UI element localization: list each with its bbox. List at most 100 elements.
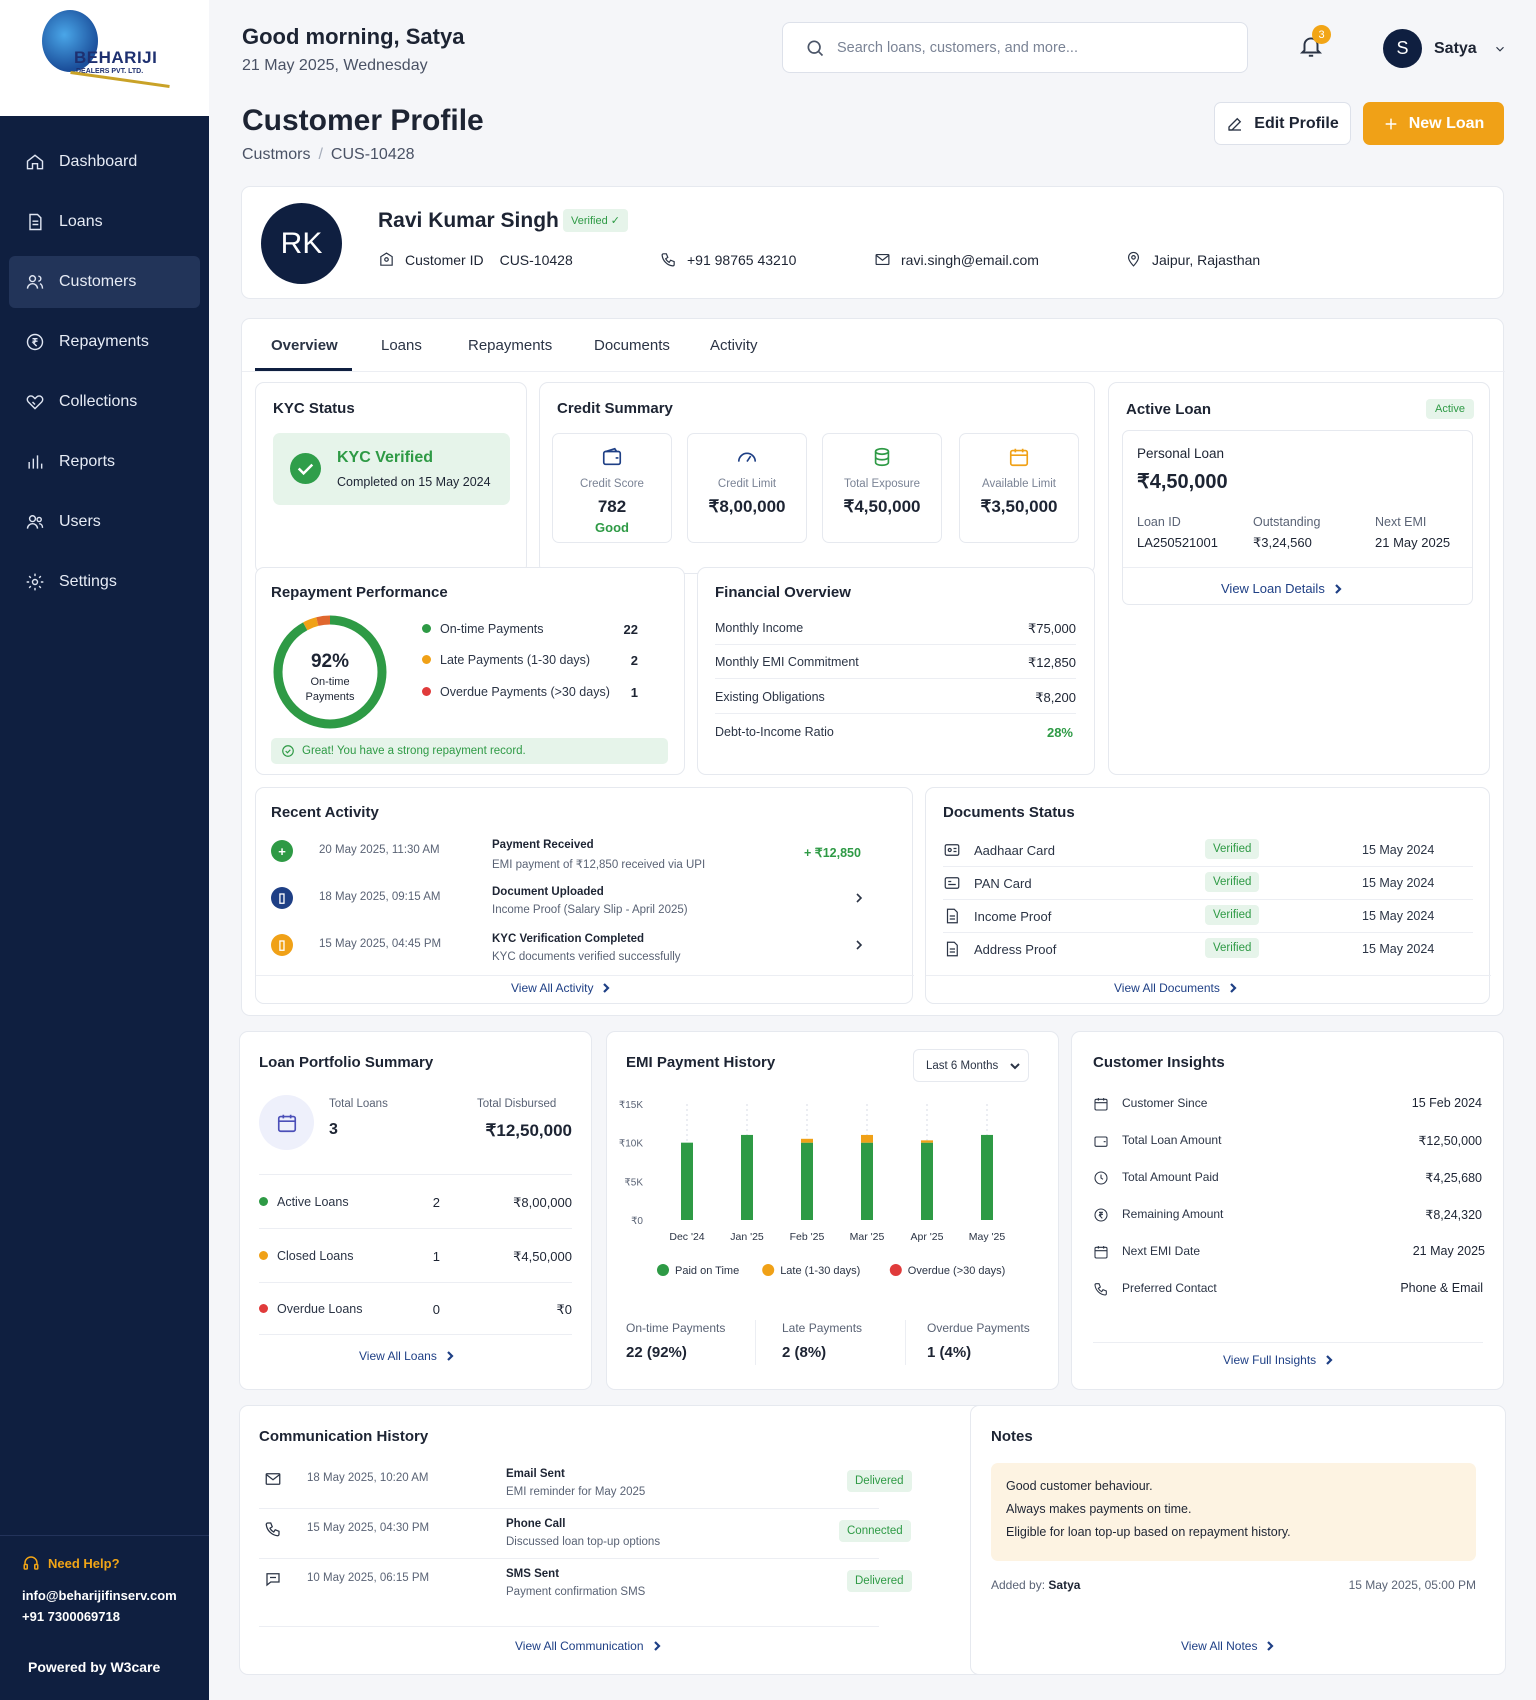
chat-icon xyxy=(266,1573,280,1587)
nav-item-collections[interactable]: Collections xyxy=(9,376,200,428)
support-phone[interactable]: +91 7300069718 xyxy=(22,1609,120,1624)
chevron-right-icon[interactable] xyxy=(854,892,864,904)
y-tick-label: ₹10K xyxy=(619,1139,643,1150)
pencil-icon xyxy=(1228,117,1242,131)
handshake-icon xyxy=(26,395,44,410)
document-date: 15 May 2024 xyxy=(1362,909,1435,923)
users-icon xyxy=(26,275,44,289)
tab-overview[interactable]: Overview xyxy=(271,337,338,354)
legend-dot xyxy=(422,624,431,633)
doc-divider xyxy=(926,975,1491,976)
edit-profile-button[interactable]: Edit Profile xyxy=(1214,102,1351,145)
nav-label: Collections xyxy=(59,393,138,410)
nav-item-dashboard[interactable]: Dashboard xyxy=(9,136,200,188)
insight-label: Preferred Contact xyxy=(1122,1281,1217,1295)
comm-status: Delivered xyxy=(847,1570,912,1592)
tab-documents[interactable]: Documents xyxy=(594,337,670,354)
comm-status: Delivered xyxy=(847,1470,912,1492)
breadcrumb-root[interactable]: Custmors xyxy=(242,146,311,163)
doc-divider xyxy=(943,899,1473,900)
document-icon xyxy=(946,941,958,957)
tab-activity[interactable]: Activity xyxy=(710,337,758,354)
bar-late-1-30-days- xyxy=(861,1134,873,1143)
activity-title: KYC Verification Completed xyxy=(492,933,645,945)
nav-item-customers[interactable]: Customers xyxy=(9,256,200,308)
legend-ontime: On-time Payments xyxy=(422,622,544,636)
new-loan-button[interactable]: New Loan xyxy=(1363,102,1504,145)
nav-label: Dashboard xyxy=(59,153,138,170)
donut-overdue-arc xyxy=(273,615,387,729)
overdue-loans-amount: ₹0 xyxy=(556,1302,572,1317)
insight-label: Customer Since xyxy=(1122,1096,1208,1110)
user-name[interactable]: Satya xyxy=(1434,40,1477,57)
nav-item-loans[interactable]: Loans xyxy=(9,196,200,248)
nav-item-users[interactable]: Users xyxy=(9,496,200,548)
chevron-down-icon xyxy=(1010,1062,1020,1069)
repayment-donut-chart xyxy=(273,615,387,729)
activity-time: 20 May 2025, 11:30 AM xyxy=(319,844,440,856)
nav-item-reports[interactable]: Reports xyxy=(9,436,200,488)
document-name[interactable]: Income Proof xyxy=(974,909,1052,924)
view-all-documents-link[interactable]: View All Documents xyxy=(1114,981,1238,995)
search-input[interactable]: Search loans, customers, and more... xyxy=(782,22,1248,73)
nav-item-repayments[interactable]: Repayments xyxy=(9,316,200,368)
period-filter-select[interactable]: Last 6 Months xyxy=(913,1049,1029,1082)
view-all-communication-link[interactable]: View All Communication xyxy=(515,1639,662,1653)
chevron-down-icon[interactable] xyxy=(1493,42,1507,56)
note-line: Eligible for loan top-up based on repaym… xyxy=(1006,1525,1291,1539)
credit-score-rating: Good xyxy=(595,520,629,535)
verified-badge: Verified ✓ xyxy=(563,209,628,232)
dti-label: Debt-to-Income Ratio xyxy=(715,725,834,739)
view-all-activity-link[interactable]: View All Activity xyxy=(511,981,611,995)
view-all-loans-link[interactable]: View All Loans xyxy=(359,1349,455,1363)
legend-overdue-value: 1 xyxy=(630,685,638,700)
insight-value: Phone & Email xyxy=(1400,1281,1483,1295)
chevron-right-icon[interactable] xyxy=(854,939,864,951)
stat-divider xyxy=(905,1320,906,1365)
view-all-activity-label: View All Activity xyxy=(511,981,594,995)
bar-late-1-30-days- xyxy=(801,1138,813,1143)
customer-insights-card: Customer Insights Customer Since 15 Feb … xyxy=(1071,1031,1504,1390)
document-name[interactable]: PAN Card xyxy=(974,876,1032,891)
phone-icon xyxy=(265,1522,280,1537)
existing-obligations-label: Existing Obligations xyxy=(715,690,825,704)
view-loan-details-link[interactable]: View Loan Details xyxy=(1221,581,1343,596)
total-disbursed-value: ₹12,50,000 xyxy=(485,1121,572,1140)
nav-item-settings[interactable]: Settings xyxy=(9,556,200,608)
legend-dot xyxy=(259,1197,268,1206)
document-name[interactable]: Address Proof xyxy=(974,942,1057,957)
insight-value: ₹4,25,680 xyxy=(1425,1171,1482,1185)
comm-desc: Discussed loan top-up options xyxy=(506,1536,661,1548)
document-date: 15 May 2024 xyxy=(1362,843,1435,857)
closed-loans-count: 1 xyxy=(432,1249,440,1264)
comm-desc: Payment confirmation SMS xyxy=(506,1586,646,1598)
customer-phone[interactable]: +91 98765 43210 xyxy=(660,251,796,268)
breadcrumb-current: CUS-10428 xyxy=(330,146,415,163)
document-status: Verified xyxy=(1205,839,1260,859)
comm-divider xyxy=(259,1508,879,1509)
customer-header-card: RK Ravi Kumar Singh Verified ✓ Customer … xyxy=(241,186,1504,299)
donut-label-2: Payments xyxy=(305,691,355,703)
customer-avatar: RK xyxy=(261,203,342,284)
customer-email[interactable]: ravi.singh@email.com xyxy=(874,251,1039,268)
stat-label: Late Payments xyxy=(782,1321,863,1335)
view-full-insights-link[interactable]: View Full Insights xyxy=(1223,1353,1334,1367)
support-email[interactable]: info@beharijifinserv.com xyxy=(22,1588,177,1603)
activity-time: 18 May 2025, 09:15 AM xyxy=(319,891,441,903)
need-help-link[interactable]: Need Help? xyxy=(22,1554,120,1572)
user-avatar[interactable]: S xyxy=(1383,29,1422,68)
headset-icon xyxy=(23,1556,39,1570)
view-all-notes-link[interactable]: View All Notes xyxy=(1181,1639,1275,1653)
loan-summary-box[interactable]: Personal Loan ₹4,50,000 Loan ID LA250521… xyxy=(1122,430,1473,605)
id-icon xyxy=(380,252,393,266)
insight-value: ₹12,50,000 xyxy=(1418,1134,1482,1148)
tab-loans[interactable]: Loans xyxy=(381,337,422,354)
row-divider xyxy=(715,644,1076,645)
credit-summary-card: Credit Summary Credit Score 782 Good Cre… xyxy=(539,382,1095,574)
brand-logo[interactable]: BEHARIJI DEALERS PVT. LTD. xyxy=(0,0,209,116)
documents-status-title: Documents Status xyxy=(943,804,1075,821)
tab-repayments[interactable]: Repayments xyxy=(468,337,553,354)
bar-paid-on-time xyxy=(681,1142,693,1220)
notification-count: 3 xyxy=(1312,25,1331,44)
document-name[interactable]: Aadhaar Card xyxy=(974,843,1055,858)
